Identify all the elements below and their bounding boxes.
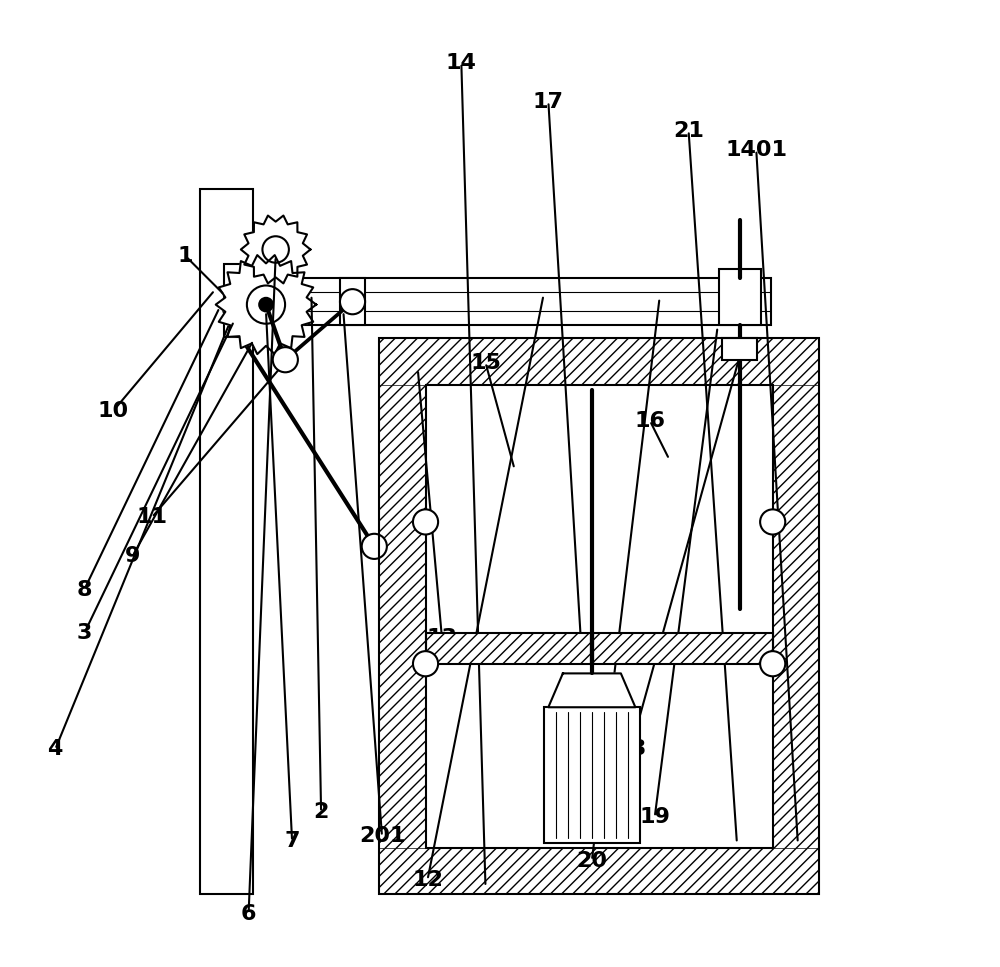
Bar: [426, 632, 773, 663]
Text: 10: 10: [98, 401, 129, 421]
Bar: [379, 338, 819, 385]
Text: 7: 7: [284, 832, 300, 851]
Text: 6: 6: [241, 904, 256, 923]
Bar: [379, 338, 426, 894]
Circle shape: [340, 289, 365, 314]
Bar: [379, 338, 819, 894]
Text: 11: 11: [136, 508, 167, 527]
Text: 17: 17: [533, 92, 564, 111]
Text: 21: 21: [673, 121, 704, 140]
Circle shape: [413, 510, 438, 535]
Text: 20: 20: [576, 851, 607, 870]
Bar: [773, 338, 819, 894]
Text: 3: 3: [77, 624, 92, 643]
Bar: [719, 269, 761, 325]
Text: 1401: 1401: [725, 140, 787, 160]
Bar: [426, 385, 773, 848]
Text: 201: 201: [359, 827, 405, 846]
Bar: [224, 264, 273, 337]
Bar: [426, 632, 773, 663]
Bar: [340, 278, 365, 325]
Circle shape: [259, 298, 273, 311]
Text: 18: 18: [615, 740, 646, 759]
Text: 12: 12: [412, 870, 443, 890]
Bar: [239, 278, 771, 325]
Text: 8: 8: [76, 580, 92, 600]
Bar: [200, 189, 253, 894]
Text: 2: 2: [313, 803, 329, 822]
Text: 14: 14: [446, 53, 477, 73]
Polygon shape: [216, 255, 316, 354]
Circle shape: [362, 534, 387, 559]
Circle shape: [273, 347, 298, 372]
Text: 1: 1: [178, 247, 193, 266]
Text: 4: 4: [47, 740, 63, 759]
Text: 9: 9: [125, 546, 140, 566]
Bar: [544, 707, 640, 843]
Text: 19: 19: [639, 807, 670, 827]
Text: 13: 13: [427, 629, 457, 648]
Bar: [379, 848, 819, 894]
Text: 15: 15: [470, 353, 501, 372]
Circle shape: [413, 651, 438, 676]
Circle shape: [760, 651, 785, 676]
Polygon shape: [548, 673, 635, 707]
Bar: [722, 338, 757, 360]
Circle shape: [760, 510, 785, 535]
Polygon shape: [241, 216, 310, 283]
Text: 16: 16: [634, 411, 665, 430]
